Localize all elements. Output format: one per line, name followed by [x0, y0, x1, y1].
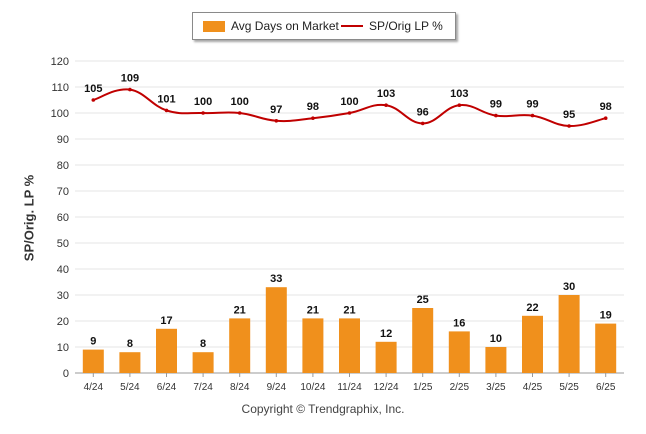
line-point — [311, 116, 315, 120]
bar — [375, 341, 397, 373]
x-tick-label: 7/24 — [193, 382, 213, 393]
x-tick-label: 5/25 — [559, 382, 579, 393]
bar — [412, 308, 434, 373]
line-value-label: 100 — [340, 96, 358, 108]
line-point — [567, 124, 571, 128]
line-point — [384, 103, 388, 107]
line-point — [530, 113, 535, 118]
x-tick-label: 4/24 — [84, 382, 104, 393]
bar — [595, 323, 617, 373]
bar-value-label: 17 — [160, 315, 172, 327]
x-tick-label: 10/24 — [300, 382, 325, 393]
y-axis-title: SP/Orig. LP % — [21, 174, 37, 262]
bar-value-label: 16 — [453, 317, 465, 329]
x-tick-label: 12/24 — [374, 382, 399, 393]
y-tick-label: 80 — [57, 160, 69, 172]
line-point — [128, 87, 132, 92]
copyright-text: Copyright © Trendgraphix, Inc. — [241, 402, 405, 416]
y-tick-label: 90 — [57, 134, 69, 146]
y-tick-label: 0 — [63, 368, 69, 380]
y-tick-label: 70 — [57, 186, 69, 198]
y-tick-label: 20 — [57, 316, 69, 328]
line-value-label: 100 — [231, 96, 249, 108]
legend-label-bars: Avg Days on Market — [231, 19, 339, 33]
bar-value-label: 19 — [600, 310, 612, 322]
x-tick-label: 6/25 — [596, 382, 616, 393]
line-value-label: 99 — [526, 99, 538, 111]
bar — [192, 352, 214, 373]
bar-value-label: 21 — [307, 304, 319, 316]
line-value-label: 96 — [417, 106, 429, 118]
bar-value-label: 21 — [343, 304, 355, 316]
x-tick-label: 2/25 — [450, 382, 470, 393]
bar — [156, 328, 177, 373]
legend-item-bars[interactable]: Avg Days on Market — [203, 19, 339, 33]
line-value-label: 95 — [563, 109, 575, 121]
line-value-label: 103 — [377, 88, 395, 100]
line-value-label: 103 — [450, 88, 468, 100]
line-point — [274, 119, 279, 123]
y-tick-label: 10 — [57, 342, 69, 354]
line-value-label: 98 — [307, 101, 319, 113]
bar-value-label: 12 — [380, 328, 392, 340]
line-point — [91, 98, 96, 102]
line-point — [494, 113, 498, 118]
y-tick-label: 110 — [51, 82, 69, 94]
bar-value-label: 9 — [90, 336, 96, 348]
line-point — [420, 121, 425, 126]
y-tick-label: 40 — [57, 264, 69, 276]
legend-item-line[interactable]: SP/Orig LP % — [341, 19, 443, 33]
bar — [302, 318, 324, 373]
bar — [448, 331, 470, 373]
x-tick-label: 11/24 — [337, 382, 362, 393]
x-tick-label: 9/24 — [267, 382, 287, 393]
bar-value-label: 8 — [200, 338, 206, 350]
line-point — [347, 111, 352, 115]
bar-value-label: 33 — [270, 273, 282, 285]
line-value-label: 109 — [121, 73, 139, 85]
x-tick-label: 8/24 — [230, 382, 250, 393]
bar — [265, 287, 287, 373]
y-tick-label: 120 — [51, 56, 69, 68]
line-value-label: 98 — [600, 101, 612, 113]
bar — [339, 318, 360, 373]
x-tick-label: 1/25 — [413, 382, 433, 393]
line-value-label: 101 — [157, 93, 175, 105]
line-value-label: 97 — [270, 104, 282, 116]
line-point — [603, 116, 608, 120]
bar-value-label: 21 — [234, 304, 246, 316]
bar — [558, 295, 580, 373]
line-value-label: 105 — [84, 83, 102, 95]
line-value-label: 100 — [194, 96, 212, 108]
legend-swatch-line — [341, 25, 363, 27]
legend-label-line: SP/Orig LP % — [369, 19, 443, 33]
line-point — [201, 111, 205, 115]
y-tick-label: 30 — [57, 290, 69, 302]
y-tick-label: 50 — [57, 238, 69, 250]
bar — [522, 315, 543, 373]
x-tick-label: 4/25 — [523, 382, 543, 393]
bar-value-label: 10 — [490, 333, 502, 345]
line-point — [457, 103, 462, 107]
bar-value-label: 25 — [417, 294, 429, 306]
legend-swatch-bars — [203, 20, 225, 32]
bar — [229, 318, 251, 373]
bar-value-label: 30 — [563, 281, 575, 293]
y-tick-label: 60 — [57, 212, 69, 224]
bar-value-label: 22 — [526, 302, 538, 314]
line-point — [164, 108, 169, 113]
bar-value-label: 8 — [127, 338, 133, 350]
x-tick-label: 5/24 — [120, 382, 140, 393]
line-value-label: 99 — [490, 99, 502, 111]
bar — [485, 347, 507, 373]
legend: Avg Days on Market SP/Orig LP % — [192, 12, 456, 40]
bar — [82, 349, 104, 373]
bar — [119, 352, 141, 373]
y-tick-label: 100 — [51, 108, 69, 120]
x-tick-label: 6/24 — [157, 382, 177, 393]
line-point — [237, 111, 242, 115]
x-tick-label: 3/25 — [486, 382, 506, 393]
